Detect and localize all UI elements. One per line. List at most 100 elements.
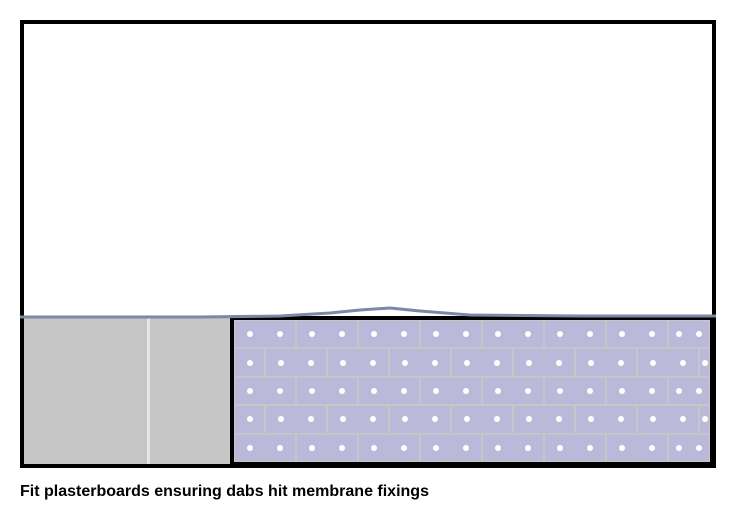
membrane-stud-brick bbox=[327, 348, 389, 376]
membrane-fixing-dot bbox=[696, 331, 702, 337]
membrane-fixing-dot bbox=[495, 445, 501, 451]
membrane-stud-brick bbox=[296, 320, 358, 348]
membrane-stud-brick bbox=[234, 405, 265, 433]
membrane-fixing-dot bbox=[525, 445, 531, 451]
membrane-fixing-dot bbox=[402, 416, 408, 422]
membrane-stud-brick bbox=[482, 434, 544, 462]
membrane-fixing-dot bbox=[401, 331, 407, 337]
membrane-fixing-dot bbox=[370, 360, 376, 366]
membrane-stud-brick bbox=[358, 434, 420, 462]
membrane-stud-brick bbox=[668, 320, 710, 348]
brick-row bbox=[234, 377, 710, 405]
membrane-fixing-dot bbox=[247, 445, 253, 451]
membrane-fixing-dot bbox=[495, 331, 501, 337]
membrane-fixing-dot bbox=[340, 360, 346, 366]
membrane-fixing-dot bbox=[619, 445, 625, 451]
membrane-fixing-dot bbox=[557, 445, 563, 451]
membrane-stud-brick bbox=[637, 348, 699, 376]
membrane-stud-brick bbox=[265, 405, 327, 433]
membrane-fixing-dot bbox=[680, 360, 686, 366]
membrane-fixing-dot bbox=[277, 445, 283, 451]
membrane-stud-brick bbox=[420, 320, 482, 348]
membrane-fixing-dot bbox=[587, 388, 593, 394]
membrane-fixing-dot bbox=[309, 331, 315, 337]
membrane-fixing-dot bbox=[247, 388, 253, 394]
membrane-fixing-dot bbox=[278, 416, 284, 422]
membrane-stud-brick bbox=[451, 405, 513, 433]
membrane-fixing-dot bbox=[463, 445, 469, 451]
membrane-fixing-dot bbox=[308, 360, 314, 366]
membrane-stud-brick bbox=[327, 405, 389, 433]
membrane-fixing-dot bbox=[650, 416, 656, 422]
membrane-fixing-dot bbox=[588, 360, 594, 366]
membrane-fixing-dot bbox=[619, 388, 625, 394]
membrane-fixing-dot bbox=[339, 445, 345, 451]
membrane-fixing-dot bbox=[676, 445, 682, 451]
membrane-fixing-dot bbox=[278, 360, 284, 366]
membrane-stud-brick bbox=[606, 320, 668, 348]
membrane-stud-brick bbox=[296, 377, 358, 405]
membrane-stud-brick bbox=[575, 405, 637, 433]
caption-text: Fit plasterboards ensuring dabs hit memb… bbox=[20, 483, 429, 500]
membrane-fixing-dot bbox=[247, 360, 253, 366]
membrane-fixing-dot bbox=[247, 331, 253, 337]
membrane-stud-brick bbox=[606, 377, 668, 405]
membrane-stud-brick bbox=[513, 348, 575, 376]
membrane-stud-brick bbox=[358, 320, 420, 348]
diagram-caption: Fit plasterboards ensuring dabs hit memb… bbox=[20, 483, 429, 501]
membrane-stud-brick bbox=[699, 348, 710, 376]
membrane-fixing-dot bbox=[680, 416, 686, 422]
membrane-fixing-dot bbox=[676, 331, 682, 337]
membrane-fixing-dot bbox=[618, 360, 624, 366]
membrane-stud-brick bbox=[389, 348, 451, 376]
brick-row bbox=[234, 320, 710, 348]
membrane-stud-brick bbox=[234, 377, 296, 405]
membrane-stud-brick bbox=[637, 405, 699, 433]
membrane-stud-brick bbox=[699, 405, 710, 433]
membrane-stud-brick bbox=[575, 348, 637, 376]
membrane-stud-brick bbox=[482, 320, 544, 348]
membrane-fixing-dot bbox=[432, 416, 438, 422]
membrane-fixing-dot bbox=[401, 388, 407, 394]
membrane-stud-brick bbox=[234, 348, 265, 376]
membrane-fixing-dot bbox=[649, 388, 655, 394]
membrane-fixing-dot bbox=[676, 388, 682, 394]
membrane-fixing-dot bbox=[587, 331, 593, 337]
membrane-stud-brick bbox=[544, 377, 606, 405]
membrane-fixing-dot bbox=[464, 360, 470, 366]
brick-row bbox=[234, 405, 710, 433]
membrane-fixing-dot bbox=[494, 416, 500, 422]
plasterboard-block bbox=[24, 318, 230, 464]
membrane-stud-brick bbox=[420, 434, 482, 462]
membrane-stud-brick bbox=[420, 377, 482, 405]
membrane-stud-brick bbox=[482, 377, 544, 405]
membrane-fixing-dot bbox=[463, 388, 469, 394]
membrane-fixing-dot bbox=[556, 360, 562, 366]
membrane-fixing-dot bbox=[495, 388, 501, 394]
membrane-fixing-dot bbox=[247, 416, 253, 422]
membrane-fixing-dot bbox=[526, 360, 532, 366]
membrane-fixing-dot bbox=[371, 331, 377, 337]
membrane-fixing-dot bbox=[402, 360, 408, 366]
membrane-fixing-dot bbox=[433, 388, 439, 394]
membrane-fixing-dot bbox=[339, 331, 345, 337]
membrane-fixing-dot bbox=[494, 360, 500, 366]
membrane-stud-brick bbox=[234, 320, 296, 348]
membrane-fixing-dot bbox=[463, 331, 469, 337]
membrane-stud-brick bbox=[668, 434, 710, 462]
plasterboard-joint bbox=[147, 318, 150, 464]
membrane-fixing-dot bbox=[702, 360, 708, 366]
brick-row bbox=[234, 348, 710, 376]
membrane-stud-brick bbox=[451, 348, 513, 376]
membrane-stud-brick bbox=[296, 434, 358, 462]
membrane-fixing-dot bbox=[696, 445, 702, 451]
membrane-fixing-dot bbox=[649, 331, 655, 337]
membrane-fixing-dot bbox=[464, 416, 470, 422]
membrane-fixing-dot bbox=[433, 445, 439, 451]
membrane-stud-brick bbox=[513, 405, 575, 433]
membrane-fixing-dot bbox=[340, 416, 346, 422]
membrane-fixing-dot bbox=[308, 416, 314, 422]
membrane-fixing-dot bbox=[401, 445, 407, 451]
membrane-fixing-dot bbox=[277, 388, 283, 394]
membrane-fixing-dot bbox=[525, 388, 531, 394]
